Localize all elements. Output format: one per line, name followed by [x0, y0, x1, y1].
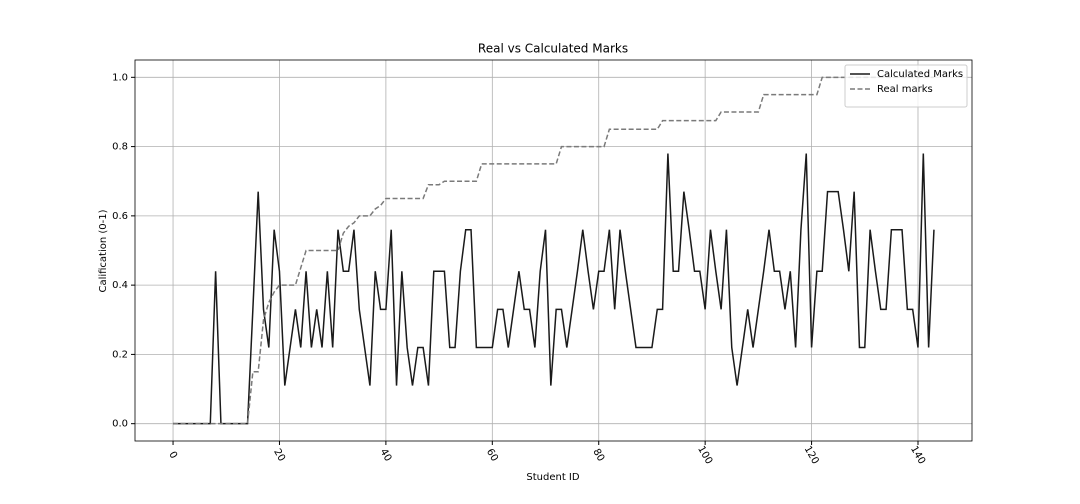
data-line [173, 153, 935, 425]
legend-label: Calculated Marks [877, 69, 963, 80]
y-tick-label: 0.2 [112, 349, 128, 360]
y-tick-label: 0.6 [112, 211, 128, 222]
chart-title: Real vs Calculated Marks [478, 42, 628, 56]
y-tick-label: 0.8 [112, 142, 128, 153]
x-tick-label: 60 [484, 447, 500, 464]
y-tick-label: 0.0 [112, 419, 128, 430]
legend-box [844, 64, 968, 108]
y-tick-label: 0.4 [112, 280, 128, 291]
x-tick-label: 40 [378, 447, 394, 464]
x-tick-label: 100 [695, 444, 714, 466]
x-axis-label: Student ID [526, 472, 579, 483]
data-line [173, 76, 934, 425]
x-tick-label: 0 [166, 450, 179, 461]
x-tick-label: 120 [802, 444, 821, 466]
x-tick-label: 80 [590, 447, 606, 464]
legend-label: Real marks [877, 84, 933, 95]
plot-frame [134, 59, 973, 442]
x-tick-label: 140 [908, 444, 927, 466]
y-axis-label: Calification (0-1) [98, 209, 109, 292]
x-tick-label: 20 [271, 447, 287, 464]
y-tick-label: 1.0 [112, 72, 128, 83]
